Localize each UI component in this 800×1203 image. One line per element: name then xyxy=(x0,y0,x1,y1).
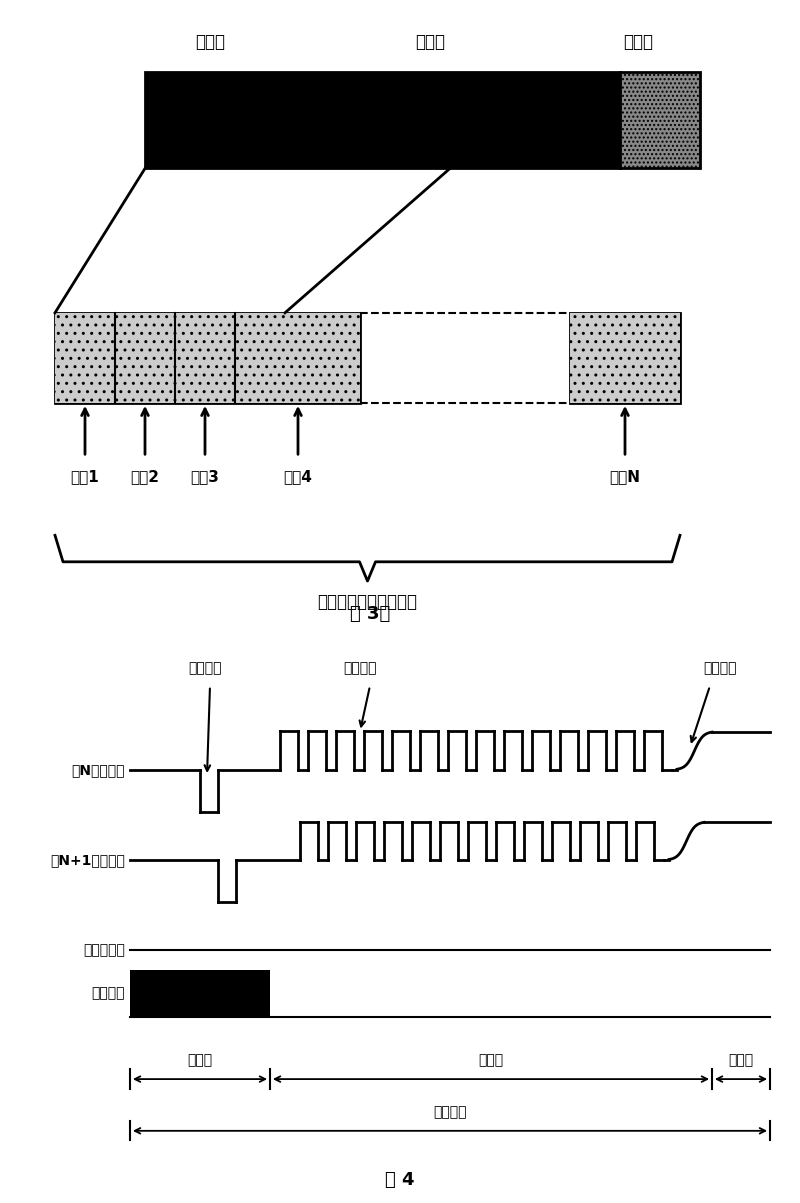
Text: 子场3: 子场3 xyxy=(190,469,219,484)
Bar xyxy=(55,313,115,403)
Text: 寻址电极: 寻址电极 xyxy=(91,986,125,1001)
Text: 图 4: 图 4 xyxy=(386,1171,414,1189)
Bar xyxy=(55,313,360,403)
Bar xyxy=(115,313,175,403)
Text: 维持脉冲: 维持脉冲 xyxy=(343,662,377,676)
Text: 寻址期: 寻址期 xyxy=(187,1053,213,1067)
Text: 第N+1个行电极: 第N+1个行电极 xyxy=(50,853,125,867)
Text: 擦除脉冲: 擦除脉冲 xyxy=(703,662,737,676)
Bar xyxy=(130,971,270,1017)
Text: 扫描脉冲: 扫描脉冲 xyxy=(188,662,222,676)
Bar xyxy=(570,313,680,403)
Text: 子场4: 子场4 xyxy=(283,469,313,484)
Text: 第N个行电极: 第N个行电极 xyxy=(71,763,125,777)
Text: 一帧视频图像显示时间: 一帧视频图像显示时间 xyxy=(318,593,418,611)
Text: 子场2: 子场2 xyxy=(130,469,159,484)
Text: 扫描期: 扫描期 xyxy=(195,32,225,51)
Bar xyxy=(145,72,620,168)
Bar xyxy=(235,313,360,403)
Text: 擦除期: 擦除期 xyxy=(623,32,653,51)
Bar xyxy=(175,313,235,403)
Text: 一个子场: 一个子场 xyxy=(434,1104,466,1119)
Text: 擦除期: 擦除期 xyxy=(729,1053,754,1067)
Text: 子场N: 子场N xyxy=(610,469,641,484)
Text: 维持期: 维持期 xyxy=(478,1053,503,1067)
Text: 子场1: 子场1 xyxy=(70,469,99,484)
Bar xyxy=(570,313,680,403)
Text: 图 3、: 图 3、 xyxy=(350,605,390,623)
Text: 维持期: 维持期 xyxy=(415,32,445,51)
Bar xyxy=(620,72,700,168)
Text: 栅网板电极: 栅网板电极 xyxy=(83,943,125,958)
